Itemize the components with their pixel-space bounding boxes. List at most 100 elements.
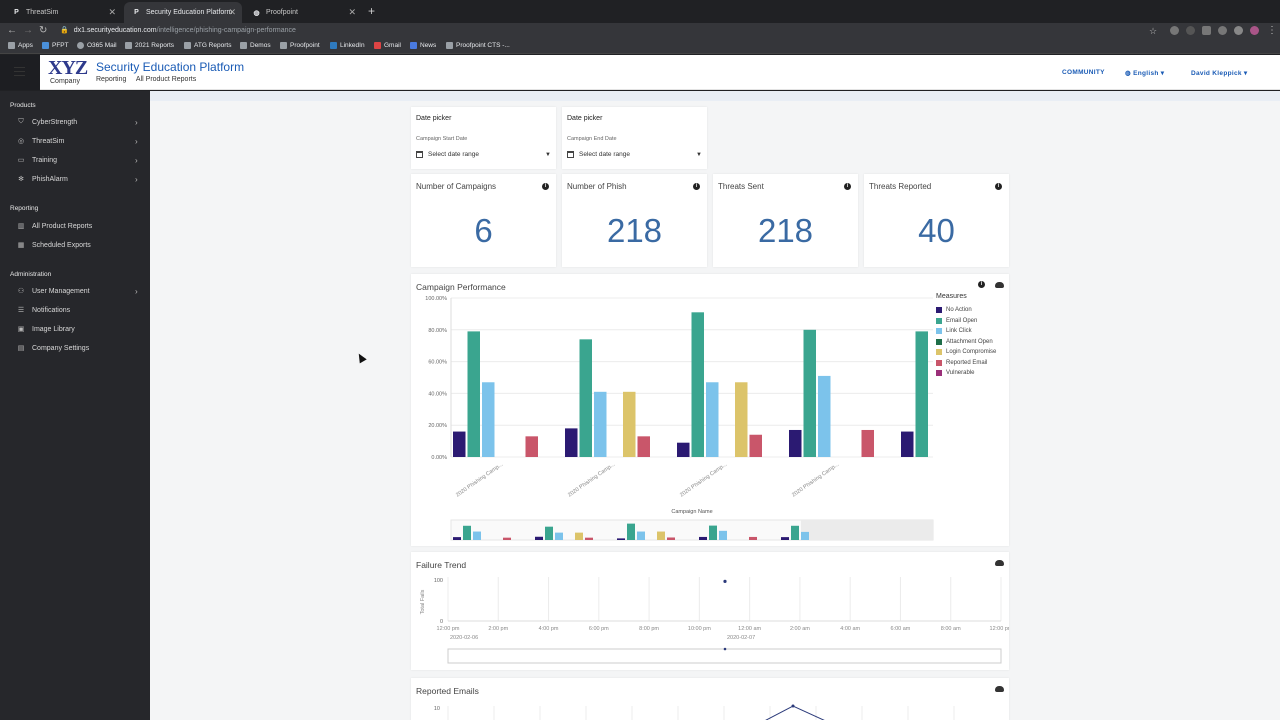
x-tick-label: 10:00 pm — [688, 626, 711, 632]
url-field[interactable]: 🔒 dx1.securityeducation.com/intelligence/… — [60, 25, 296, 37]
tab-title: ThreatSim — [26, 9, 59, 16]
folder-icon — [125, 42, 132, 49]
download-cloud-icon[interactable] — [995, 560, 1004, 566]
field-label: Campaign End Date — [567, 136, 617, 142]
bookmark-linkedin[interactable]: LinkedIn — [330, 42, 365, 49]
x-tick-label: 6:00 am — [891, 626, 911, 632]
mini-bar — [781, 537, 789, 540]
extension-icon[interactable] — [1170, 26, 1179, 35]
bookmark-pfpt[interactable]: PFPT — [42, 42, 69, 49]
sidebar-item-user-management[interactable]: ⚇ User Management › — [17, 286, 138, 296]
close-tab-icon[interactable]: ✕ — [108, 7, 116, 17]
hamburger-menu-icon[interactable] — [14, 67, 25, 76]
info-icon[interactable]: i — [978, 281, 985, 288]
mini-bar — [637, 531, 645, 540]
legend-label: Vulnerable — [946, 370, 975, 376]
chevron-down-icon: ▾ — [1241, 70, 1248, 77]
avatar[interactable] — [1250, 26, 1259, 35]
community-link[interactable]: COMMUNITY — [1062, 69, 1105, 76]
company-logo[interactable]: XYZ Company — [48, 58, 88, 88]
bookmark-gmail[interactable]: Gmail — [374, 42, 401, 49]
close-tab-icon[interactable]: ✕ — [228, 7, 236, 17]
mini-bar — [453, 537, 461, 540]
bar-reported-email — [525, 436, 538, 457]
shield-icon: ⛉ — [18, 118, 24, 125]
sidebar-item-training[interactable]: ▭ Training › — [17, 155, 138, 165]
placeholder: Select date range — [579, 151, 630, 158]
sidebar-item-company-settings[interactable]: ▤ Company Settings — [17, 344, 90, 353]
navigator-shade — [801, 520, 933, 540]
star-icon[interactable]: ☆ — [1149, 26, 1158, 36]
legend-item[interactable]: Attachment Open — [936, 338, 993, 345]
bookmark-apps[interactable]: Apps — [8, 42, 33, 49]
extension-icon[interactable] — [1186, 26, 1195, 35]
chevron-right-icon: › — [135, 117, 138, 127]
mini-bar — [749, 536, 757, 540]
y-axis-label: Total Fails — [420, 589, 426, 614]
folder-icon — [240, 42, 247, 49]
dropdown-arrow-icon: ▼ — [696, 151, 702, 158]
info-icon[interactable]: i — [995, 183, 1002, 190]
eye-icon: ◎ — [17, 138, 25, 145]
browser-tab-threatsim[interactable]: P ThreatSim ✕ — [4, 2, 122, 23]
breadcrumb-reporting[interactable]: Reporting — [96, 76, 127, 83]
sidebar-item-all-product-reports[interactable]: ▥ All Product Reports — [17, 222, 93, 231]
bookmark-o365[interactable]: O365 Mail — [77, 42, 117, 49]
bookmark-2021-reports[interactable]: 2021 Reports — [125, 42, 174, 49]
bookmark-proofpoint-cts[interactable]: Proofpoint CTS -... — [446, 42, 510, 49]
info-icon[interactable]: i — [693, 183, 700, 190]
puzzle-icon[interactable] — [1234, 26, 1243, 35]
legend-item[interactable]: Login Compromise — [936, 349, 996, 355]
extension-icon[interactable] — [1218, 26, 1227, 35]
sidebar-item-cyberstrength[interactable]: ⛉ CyberStrength › — [18, 117, 138, 127]
download-cloud-icon[interactable] — [995, 686, 1004, 692]
bookmark-demos[interactable]: Demos — [240, 42, 271, 49]
info-icon[interactable]: i — [844, 183, 851, 190]
browser-tab-security-education[interactable]: P Security Education Platform ✕ — [124, 2, 242, 23]
close-tab-icon[interactable]: ✕ — [348, 7, 356, 17]
legend-item[interactable]: Email Open — [936, 317, 977, 324]
bookmark-proofpoint[interactable]: Proofpoint — [280, 42, 320, 49]
x-tick-label: 12:00 pm — [990, 626, 1009, 632]
extension-icon[interactable] — [1202, 26, 1211, 35]
x-tick-label: 8:00 pm — [639, 626, 659, 632]
bar-login-compromise — [623, 391, 636, 457]
x-tick-label: 2020 Phishing Camp... — [791, 461, 840, 498]
bookmark-news[interactable]: News — [410, 42, 436, 49]
legend-item[interactable]: Link Click — [936, 328, 972, 334]
sidebar-item-notifications[interactable]: ☰ Notifications — [17, 306, 71, 315]
top-band — [150, 91, 1280, 101]
browser-tab-proofpoint[interactable]: ◍ Proofpoint ✕ — [244, 2, 362, 23]
linkedin-icon — [330, 42, 337, 49]
reported-emails-card: Reported Emails 10 — [411, 678, 1009, 720]
breadcrumb-all-product-reports: All Product Reports — [135, 76, 197, 83]
bar-no-action — [453, 431, 466, 457]
forward-icon[interactable]: → — [23, 25, 33, 36]
language-select[interactable]: ◍ English ▾ — [1125, 69, 1164, 77]
reload-icon[interactable]: ↻ — [39, 25, 48, 36]
main-content: Date picker Campaign Start Date Select d… — [150, 91, 1280, 720]
sidebar-item-image-library[interactable]: ▣ Image Library — [17, 325, 75, 334]
chevron-right-icon: › — [135, 155, 138, 165]
legend-item[interactable]: Reported Email — [936, 359, 987, 366]
legend-item[interactable]: Vulnerable — [936, 370, 974, 376]
more-icon[interactable]: ⋮ — [1267, 25, 1277, 36]
x-tick-label: 12:00 pm — [437, 626, 460, 632]
bookmark-atg-reports[interactable]: ATG Reports — [184, 42, 231, 49]
sidebar-item-scheduled-exports[interactable]: ▦ Scheduled Exports — [17, 241, 91, 250]
placeholder: Select date range — [428, 151, 479, 158]
url-path: /intelligence/phishing-campaign-performa… — [156, 27, 296, 34]
bar-email-open — [579, 339, 592, 457]
sidebar-item-phishalarm[interactable]: ✻ PhishAlarm › — [18, 174, 138, 184]
info-icon[interactable]: i — [542, 183, 549, 190]
new-tab-icon[interactable]: + — [368, 4, 376, 18]
legend-item[interactable]: No Action — [936, 307, 972, 313]
legend-swatch — [936, 307, 942, 313]
back-icon[interactable]: ← — [7, 25, 17, 36]
bar-no-action — [565, 428, 578, 457]
user-menu[interactable]: David Kleppick ▾ — [1191, 69, 1247, 77]
sidebar-item-threatsim[interactable]: ◎ ThreatSim › — [17, 136, 138, 146]
campaign-end-date-select[interactable]: Select date range ▼ — [567, 149, 702, 160]
download-cloud-icon[interactable] — [995, 282, 1004, 288]
campaign-start-date-select[interactable]: Select date range ▼ — [416, 149, 551, 160]
